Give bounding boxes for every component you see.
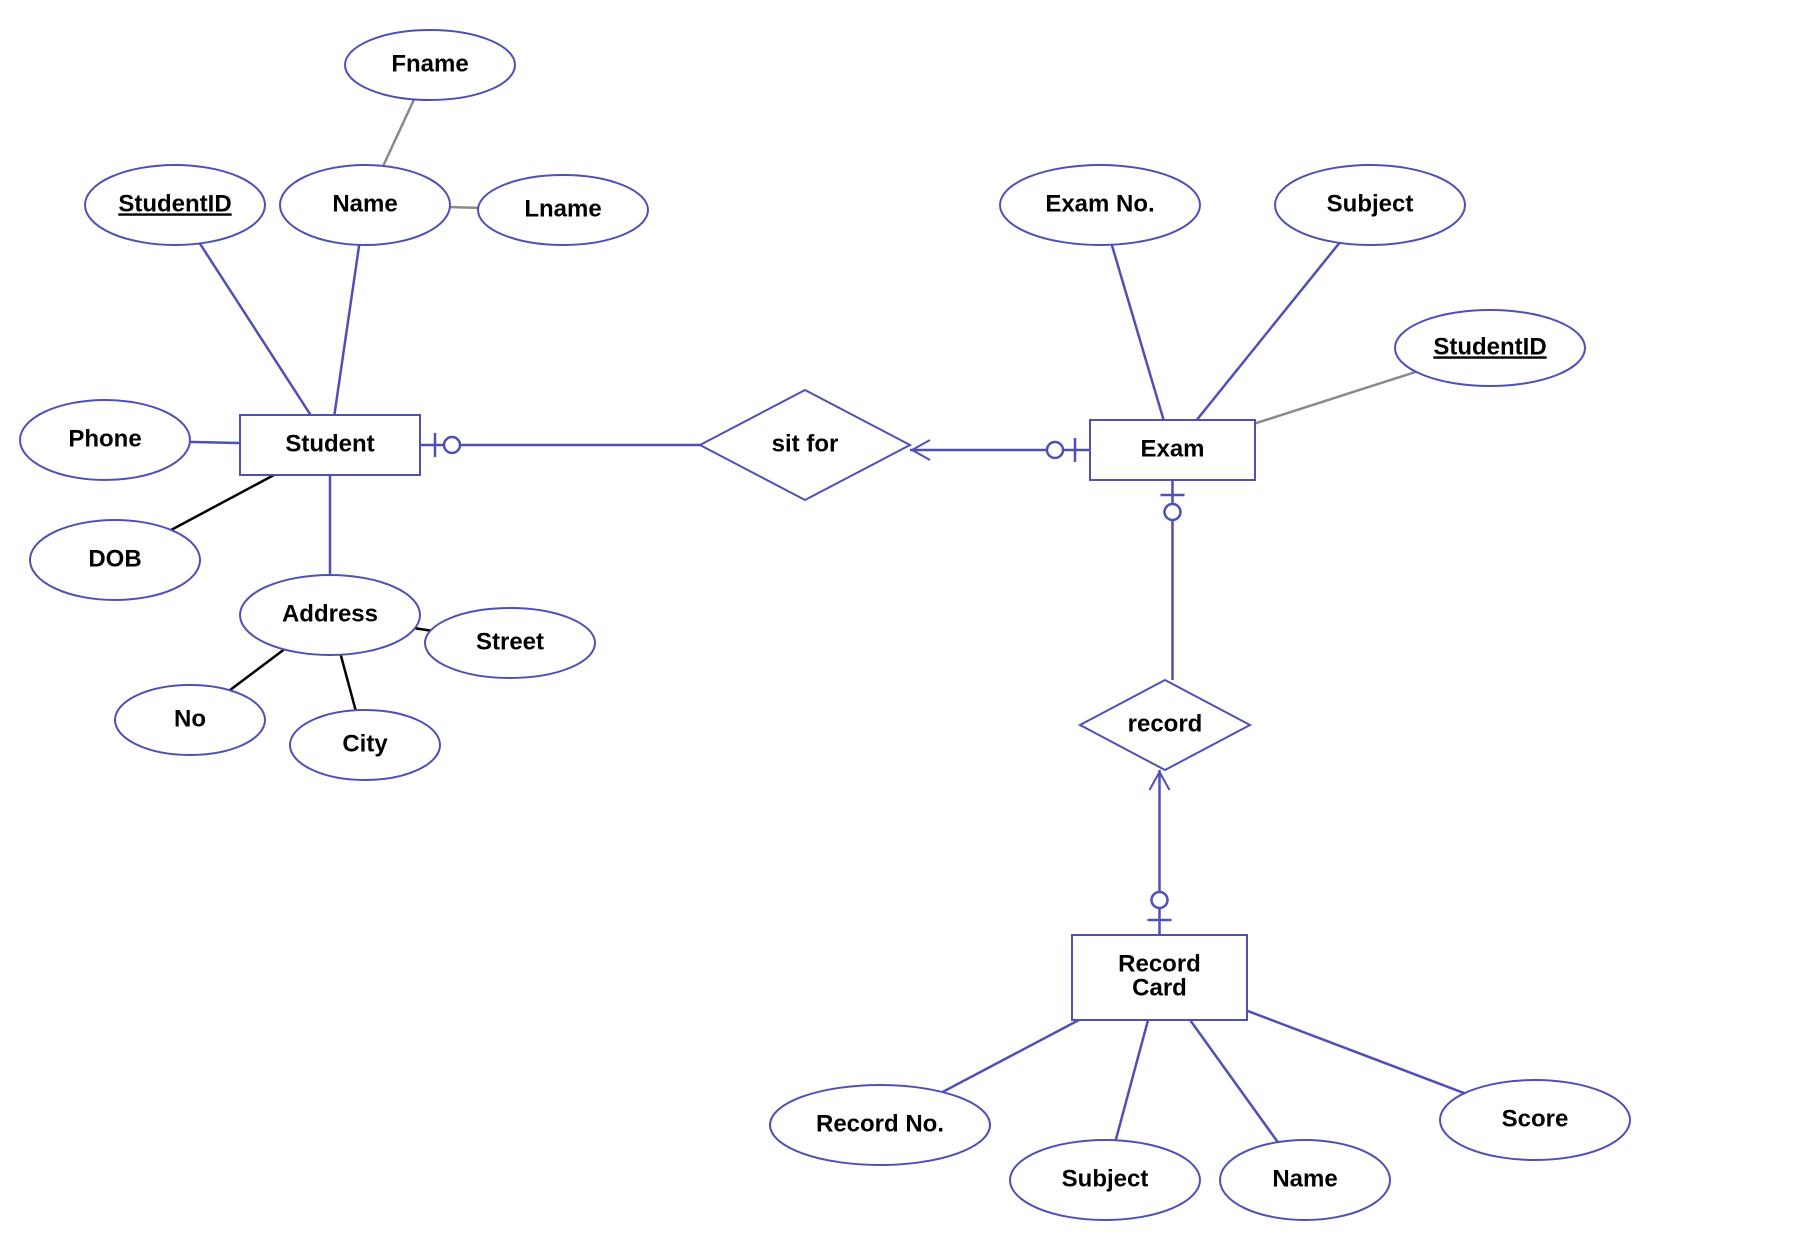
label-name: Name [332, 190, 397, 217]
node-no: No [115, 685, 265, 755]
node-name: Name [280, 165, 450, 245]
label-studentid2: StudentID [1433, 333, 1546, 360]
label-city: City [342, 730, 388, 757]
label-name2: Name [1272, 1165, 1337, 1192]
label-no: No [174, 705, 206, 732]
node-recordno: Record No. [770, 1085, 990, 1165]
node-exam: Exam [1090, 420, 1255, 480]
node-address: Address [240, 575, 420, 655]
er-diagram: Student Exam RecordCard sit for record Fname N… [0, 0, 1800, 1250]
node-name2: Name [1220, 1140, 1390, 1220]
node-lname: Lname [478, 175, 648, 245]
node-dob: DOB [30, 520, 200, 600]
node-city: City [290, 710, 440, 780]
label-subject1: Subject [1327, 190, 1414, 217]
node-examno: Exam No. [1000, 165, 1200, 245]
node-subject1: Subject [1275, 165, 1465, 245]
label-street: Street [476, 628, 544, 655]
node-studentid: StudentID [85, 165, 265, 245]
node-student: Student [240, 415, 420, 475]
node-score: Score [1440, 1080, 1630, 1160]
label-record: record [1128, 710, 1203, 737]
node-record: record [1080, 680, 1250, 770]
label-fname: Fname [391, 50, 468, 77]
node-sitfor: sit for [700, 390, 910, 500]
label-phone: Phone [68, 425, 141, 452]
label-recordno: Record No. [816, 1110, 944, 1137]
label-exam: Exam [1140, 435, 1204, 462]
node-fname: Fname [345, 30, 515, 100]
label-subject2: Subject [1062, 1165, 1149, 1192]
label-sitfor: sit for [772, 430, 839, 457]
label-score: Score [1502, 1105, 1569, 1132]
label-student: Student [285, 430, 374, 457]
label-lname: Lname [524, 195, 601, 222]
node-phone: Phone [20, 400, 190, 480]
node-studentid2: StudentID [1395, 310, 1585, 386]
label-dob: DOB [88, 545, 141, 572]
label-examno: Exam No. [1045, 190, 1154, 217]
node-street: Street [425, 608, 595, 678]
node-subject2: Subject [1010, 1140, 1200, 1220]
node-recordcard: RecordCard [1072, 935, 1247, 1020]
label-address: Address [282, 600, 378, 627]
label-studentid: StudentID [118, 190, 231, 217]
